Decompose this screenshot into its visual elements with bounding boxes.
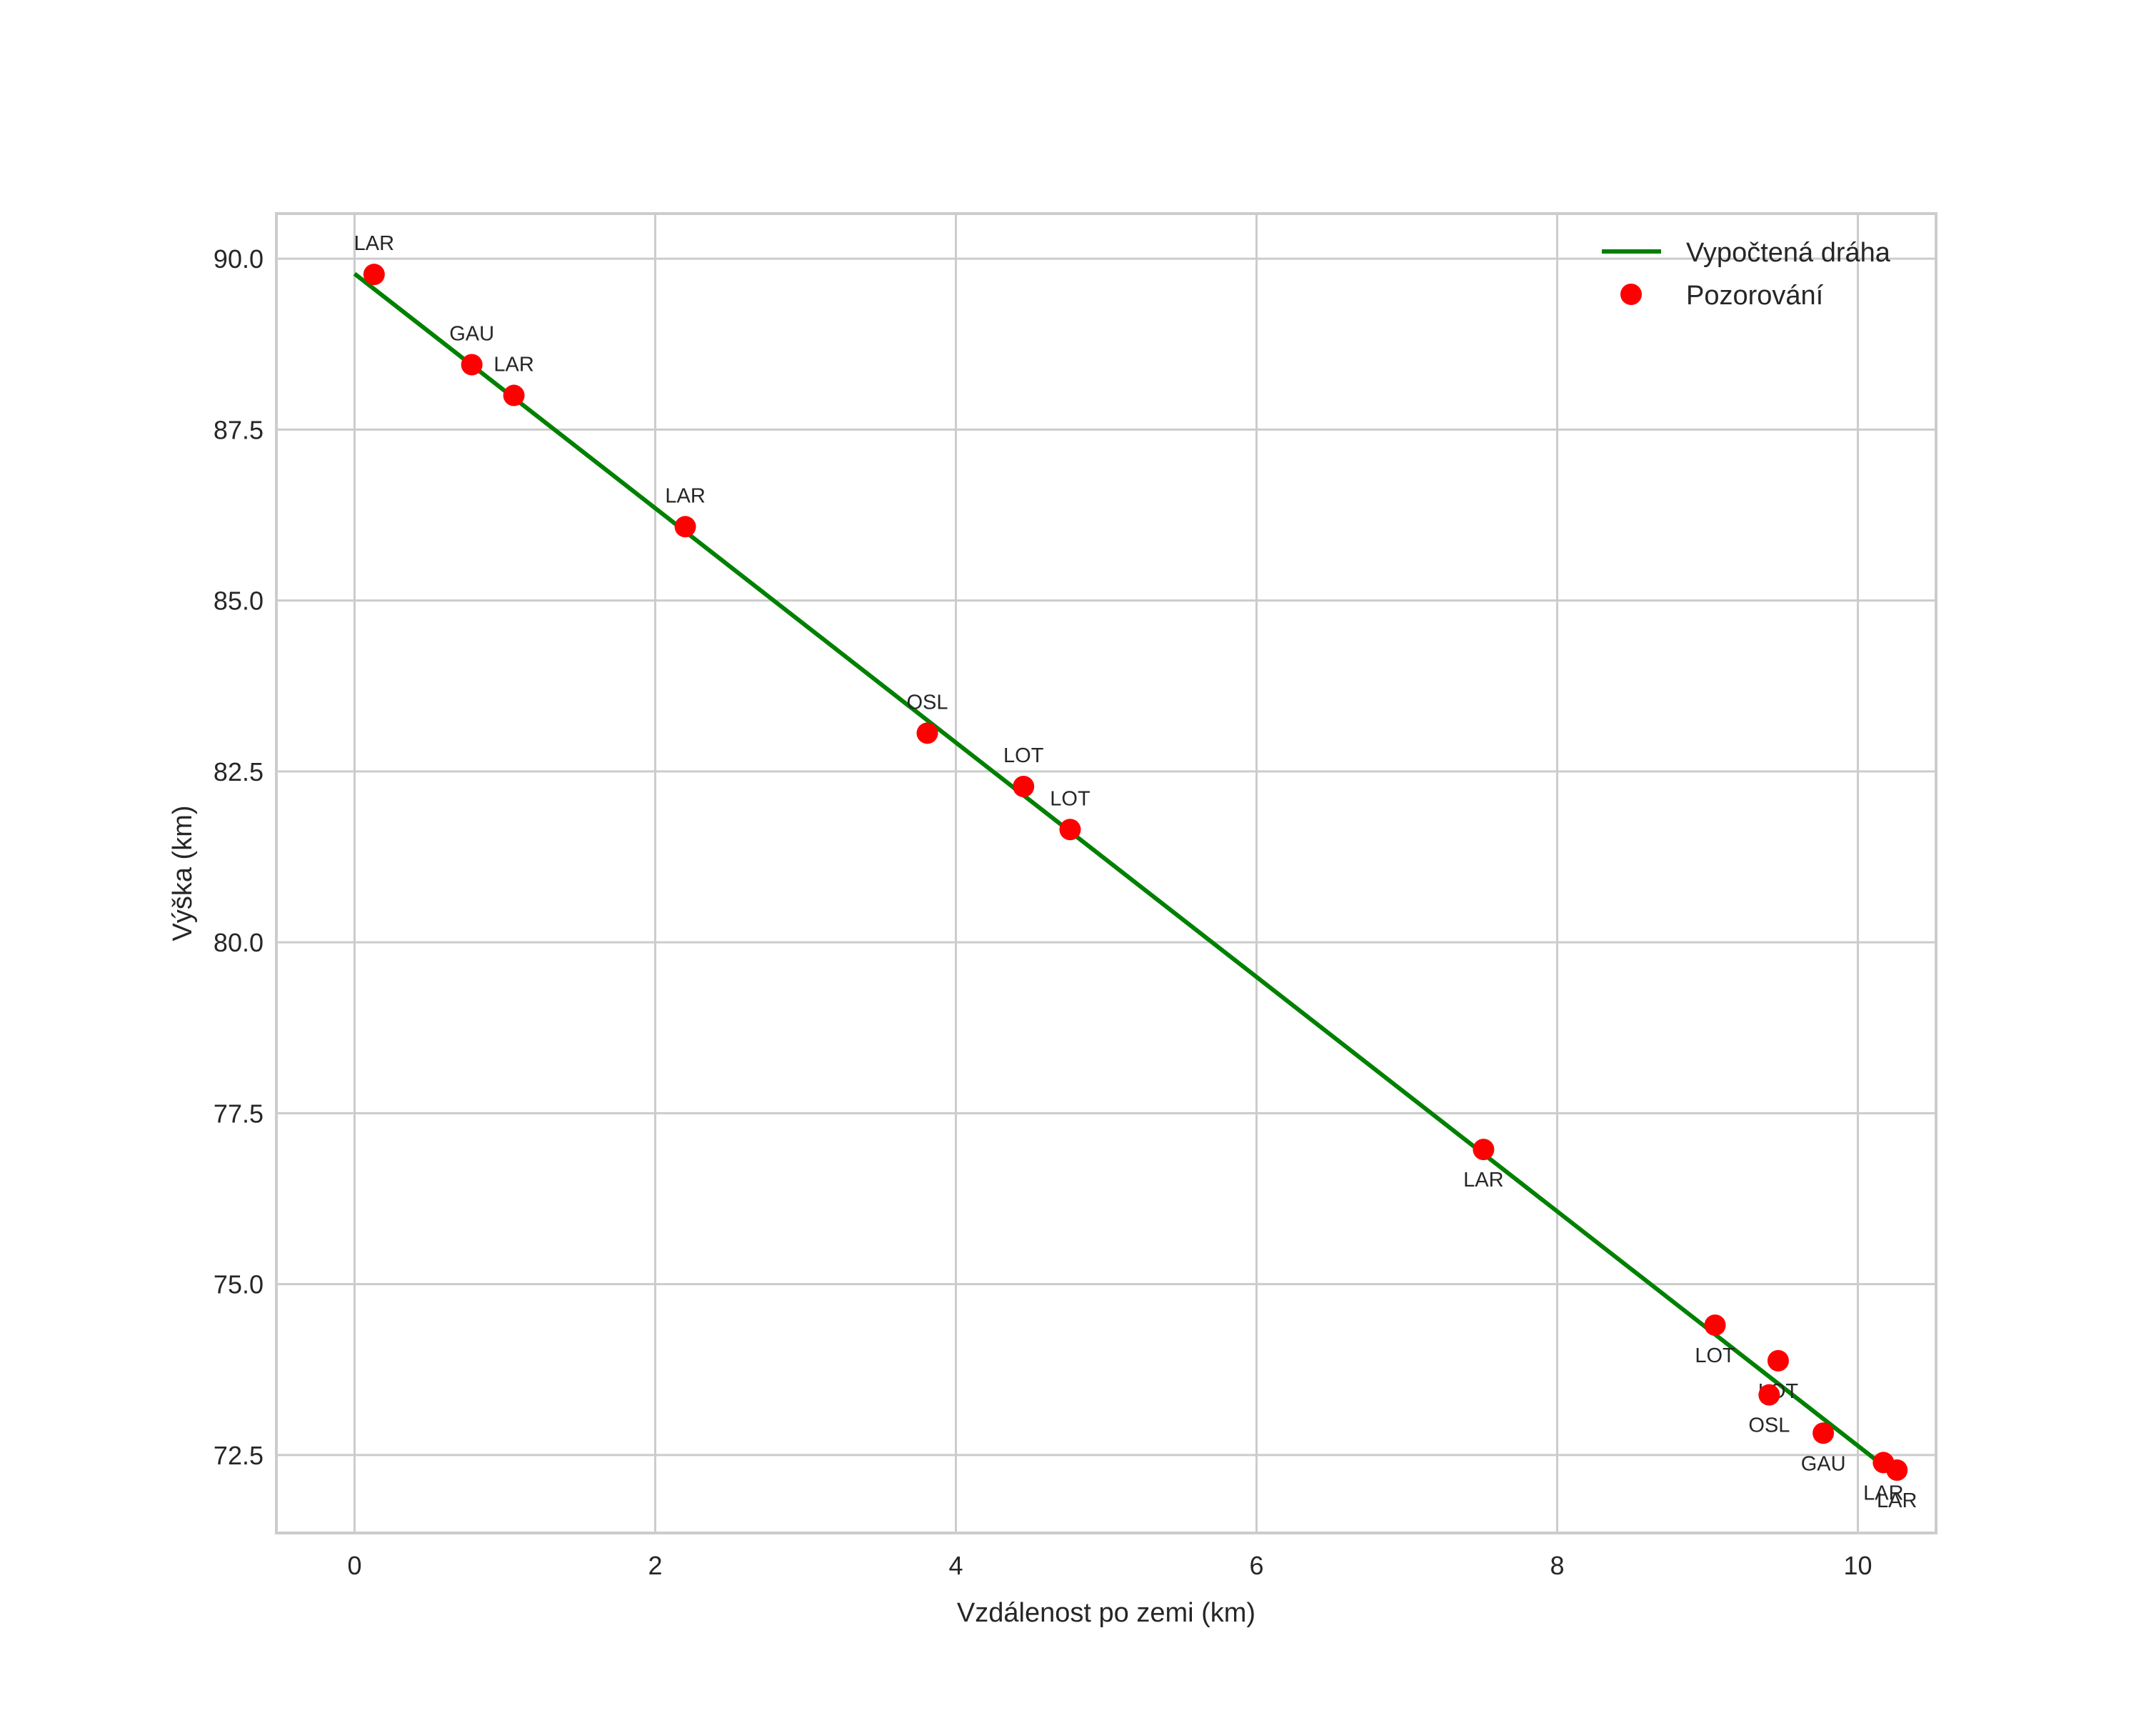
x-tick-label: 6: [1249, 1551, 1263, 1580]
station-label: GAU: [1801, 1452, 1846, 1475]
station-label: GAU: [449, 322, 494, 345]
y-tick-label: 72.5: [214, 1441, 264, 1470]
x-tick-label: 10: [1844, 1551, 1872, 1580]
legend-label-observations: Pozorování: [1686, 281, 1824, 311]
y-tick-label: 90.0: [214, 244, 264, 274]
observation-point: [1767, 1349, 1789, 1372]
observation-point: [1059, 819, 1081, 841]
computed-path-line: [353, 271, 1877, 1462]
x-tick-label: 2: [648, 1551, 662, 1580]
observation-point: [1886, 1459, 1908, 1481]
y-axis-ticks: 72.5 75.0 77.5 80.0 82.5 85.0 87.5 90.0: [214, 244, 264, 1470]
station-label: LAR: [493, 354, 533, 376]
x-tick-label: 0: [347, 1551, 361, 1580]
station-label: LAR: [354, 232, 394, 255]
station-label: LOT: [1050, 787, 1090, 810]
observation-point: [1473, 1139, 1495, 1161]
y-tick-label: 75.0: [214, 1270, 264, 1299]
station-label: LOT: [1003, 744, 1044, 767]
station-label: LOT: [1695, 1344, 1735, 1367]
y-axis-label: Výška (km): [168, 806, 198, 942]
station-label: LAR: [1463, 1169, 1503, 1192]
observation-point: [1758, 1384, 1780, 1406]
observation-point: [1812, 1422, 1835, 1444]
observation-point: [503, 384, 525, 406]
y-tick-label: 85.0: [214, 586, 264, 616]
x-tick-label: 4: [948, 1551, 963, 1580]
plot-frame: [275, 212, 1937, 1534]
observation-point: [1013, 775, 1035, 797]
observation-point: [916, 722, 938, 744]
station-label: OSL: [906, 691, 948, 714]
observation-point: [674, 516, 696, 538]
x-axis-label: Vzdálenost po zemi (km): [957, 1598, 1255, 1628]
station-label: OSL: [1748, 1414, 1790, 1437]
x-tick-label: 8: [1550, 1551, 1565, 1580]
y-tick-label: 82.5: [214, 757, 264, 786]
x-axis-ticks: 0 2 4 6 8 10: [347, 1551, 1872, 1580]
grid-lines: [276, 214, 1936, 1533]
y-tick-label: 80.0: [214, 928, 264, 957]
station-label: LAR: [665, 484, 705, 507]
observation-point: [461, 354, 483, 376]
station-label: LAR: [1877, 1489, 1917, 1512]
y-tick-label: 77.5: [214, 1099, 264, 1128]
legend-dot-icon: [1620, 284, 1642, 305]
plot-series: LARGAULARLAROSLLOTLOTLARLOTLOTOSLGAULARL…: [353, 232, 1917, 1512]
station-label: LAR: [1863, 1482, 1903, 1504]
y-tick-label: 87.5: [214, 415, 264, 444]
legend: Vypočtená dráha Pozorování: [1602, 238, 1891, 311]
observation-point: [1704, 1314, 1726, 1337]
observation-point: [363, 264, 385, 286]
legend-label-computed-path: Vypočtená dráha: [1686, 238, 1891, 268]
